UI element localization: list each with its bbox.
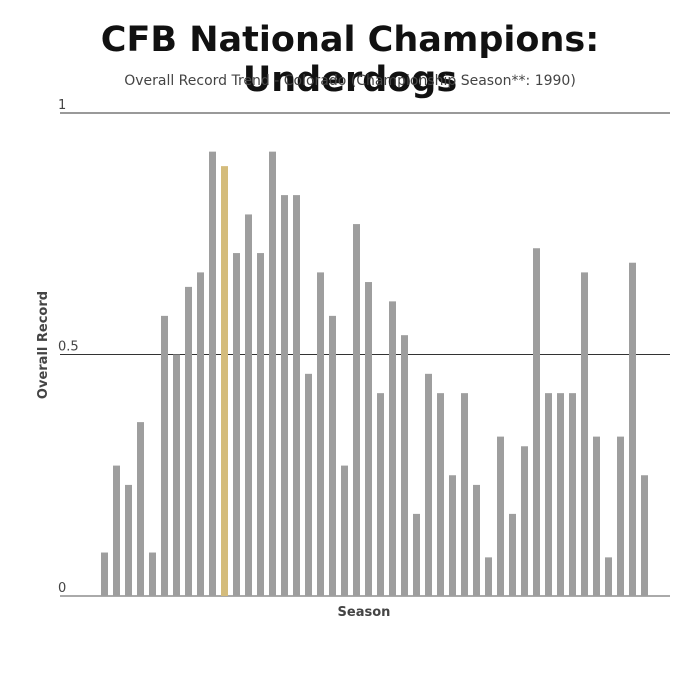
bar	[365, 282, 372, 596]
y-tick-label: 0.5	[58, 340, 79, 355]
bar	[377, 393, 384, 596]
bar	[461, 393, 468, 596]
bar	[509, 513, 516, 596]
bar	[449, 475, 456, 596]
bar	[593, 436, 600, 596]
y-axis-title: Overall Record	[36, 291, 51, 399]
chart-title: CFB National Champions: Underdogs	[100, 20, 600, 100]
bar	[245, 214, 252, 596]
bar	[197, 272, 204, 596]
bar	[329, 315, 336, 596]
bar	[353, 224, 360, 596]
bar	[497, 436, 504, 596]
bar	[569, 393, 576, 596]
bar	[137, 422, 144, 596]
bar	[113, 465, 120, 596]
bar	[317, 272, 324, 596]
bar	[185, 286, 192, 596]
bar	[125, 484, 132, 596]
bar	[293, 195, 300, 597]
bar	[389, 301, 396, 596]
bar	[305, 373, 312, 596]
chart-subtitle: Overall Record Trend - Colorado (Champio…	[124, 73, 576, 89]
bar	[401, 335, 408, 596]
bar	[437, 393, 444, 596]
bar	[557, 393, 564, 596]
bar	[281, 195, 288, 597]
bar	[617, 436, 624, 596]
bar	[149, 552, 156, 596]
bar	[425, 373, 432, 596]
bar	[629, 262, 636, 596]
bar	[341, 465, 348, 596]
bar	[173, 354, 180, 596]
y-axis-ticks: 00.51	[58, 98, 79, 596]
bar	[485, 557, 492, 596]
bar	[641, 475, 648, 596]
bar	[413, 513, 420, 596]
bar	[605, 557, 612, 596]
bar	[533, 248, 540, 597]
x-axis-title: Season	[338, 605, 391, 620]
bar	[521, 446, 528, 596]
bar	[269, 151, 276, 596]
bar	[161, 315, 168, 596]
bar	[233, 253, 240, 596]
y-tick-label: 1	[58, 98, 66, 113]
bar	[101, 552, 108, 596]
bar	[473, 484, 480, 596]
bar-highlight	[221, 166, 228, 596]
bar	[257, 253, 264, 596]
y-tick-label: 0	[58, 581, 66, 596]
bars	[101, 151, 648, 597]
bar	[209, 151, 216, 596]
bar	[581, 272, 588, 596]
bar	[545, 393, 552, 596]
